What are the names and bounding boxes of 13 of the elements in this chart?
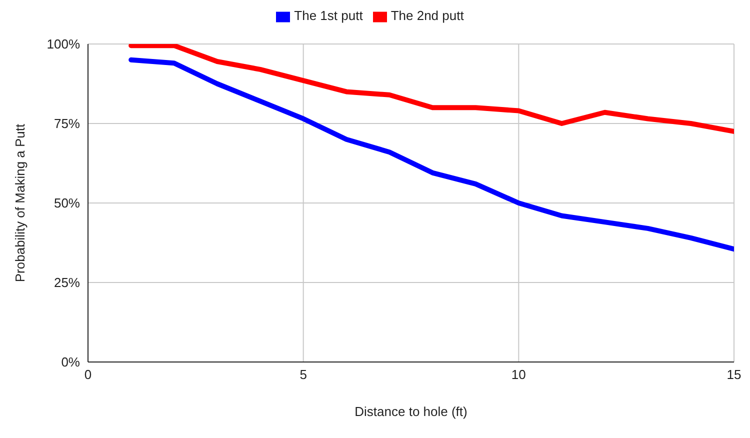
x-axis-title: Distance to hole (ft)	[354, 404, 468, 419]
y-axis-title: Probability of Making a Putt	[12, 123, 28, 282]
legend-label: The 2nd putt	[390, 8, 464, 23]
y-tick-label: 75%	[54, 116, 80, 132]
y-tick-label: 25%	[54, 275, 80, 290]
x-tick-label: 5	[300, 367, 307, 382]
y-tick-label: 50%	[54, 196, 80, 211]
y-tick-label: 100%	[46, 36, 80, 52]
x-tick-label: 15	[726, 367, 742, 382]
x-tick-label: 0	[84, 367, 92, 382]
y-tick-label: 0%	[61, 354, 80, 370]
x-tick-label: 10	[511, 367, 526, 382]
legend-label: The 1st putt	[294, 8, 363, 23]
